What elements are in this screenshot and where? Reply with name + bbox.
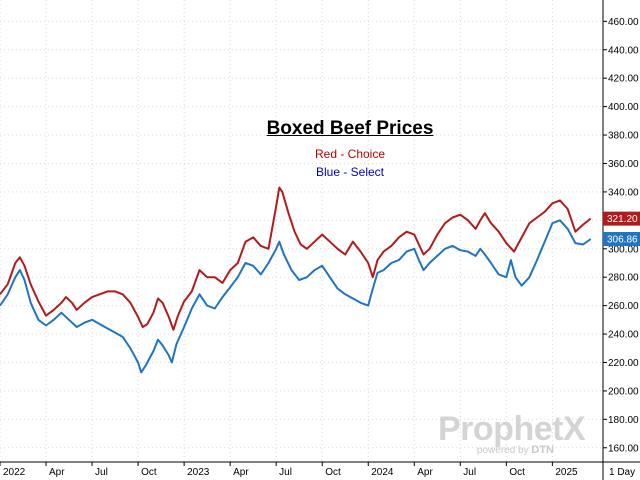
y-tick-label: 360.00 [608, 159, 639, 170]
y-tick-label: 440.00 [608, 45, 639, 56]
period-label: 1 Day [609, 467, 635, 478]
last-value-badge-choice [603, 211, 640, 226]
x-tick-label: 2024 [371, 467, 394, 478]
x-tick-label: Apr [417, 467, 433, 478]
y-tick-label: 380.00 [608, 131, 639, 142]
y-tick-label: 340.00 [608, 187, 639, 198]
chart-title: Boxed Beef Prices [266, 118, 434, 139]
x-tick-label: Apr [49, 467, 65, 478]
last-value-badge-select [603, 232, 640, 247]
series-layer [0, 186, 592, 374]
x-tick-label: Oct [509, 467, 525, 478]
x-tick-label: Oct [325, 467, 341, 478]
y-tick-label: 160.00 [608, 443, 639, 454]
x-tick-label: 2023 [187, 467, 210, 478]
watermark-tagline-prefix: powered by [476, 445, 529, 456]
watermark-tagline: powered by DTN [438, 444, 598, 456]
x-tick-label: 2025 [555, 467, 578, 478]
legend-select-label: Blue - Select [315, 165, 385, 179]
last-value-label-select: 306.86 [607, 235, 638, 246]
y-tick-label: 460.00 [608, 17, 639, 28]
x-tick-label: Oct [141, 467, 157, 478]
series-line-select [0, 219, 592, 374]
x-tick-label: 2022 [3, 467, 26, 478]
y-tick-label: 300.00 [608, 244, 639, 255]
x-tick-label: Apr [233, 467, 249, 478]
x-tick-label: Jul [279, 467, 292, 478]
x-tick-label: Jul [95, 467, 108, 478]
y-tick-label: 240.00 [608, 330, 639, 341]
y-tick-label: 260.00 [608, 301, 639, 312]
watermark: ProphetX powered by DTN [438, 412, 598, 456]
y-tick-label: 400.00 [608, 102, 639, 113]
y-tick-label: 200.00 [608, 386, 639, 397]
x-tick-label: Jul [463, 467, 476, 478]
y-tick-label: 220.00 [608, 358, 639, 369]
y-tick-label: 420.00 [608, 74, 639, 85]
watermark-tagline-brand: DTN [531, 444, 554, 456]
last-value-label-choice: 321.20 [607, 214, 638, 225]
legend-choice-label: Red - Choice [314, 147, 386, 161]
y-tick-label: 180.00 [608, 415, 639, 426]
series-line-choice [0, 186, 592, 331]
watermark-logo: ProphetX [438, 410, 586, 448]
y-tick-label: 280.00 [608, 273, 639, 284]
grid-lines [0, 0, 603, 462]
